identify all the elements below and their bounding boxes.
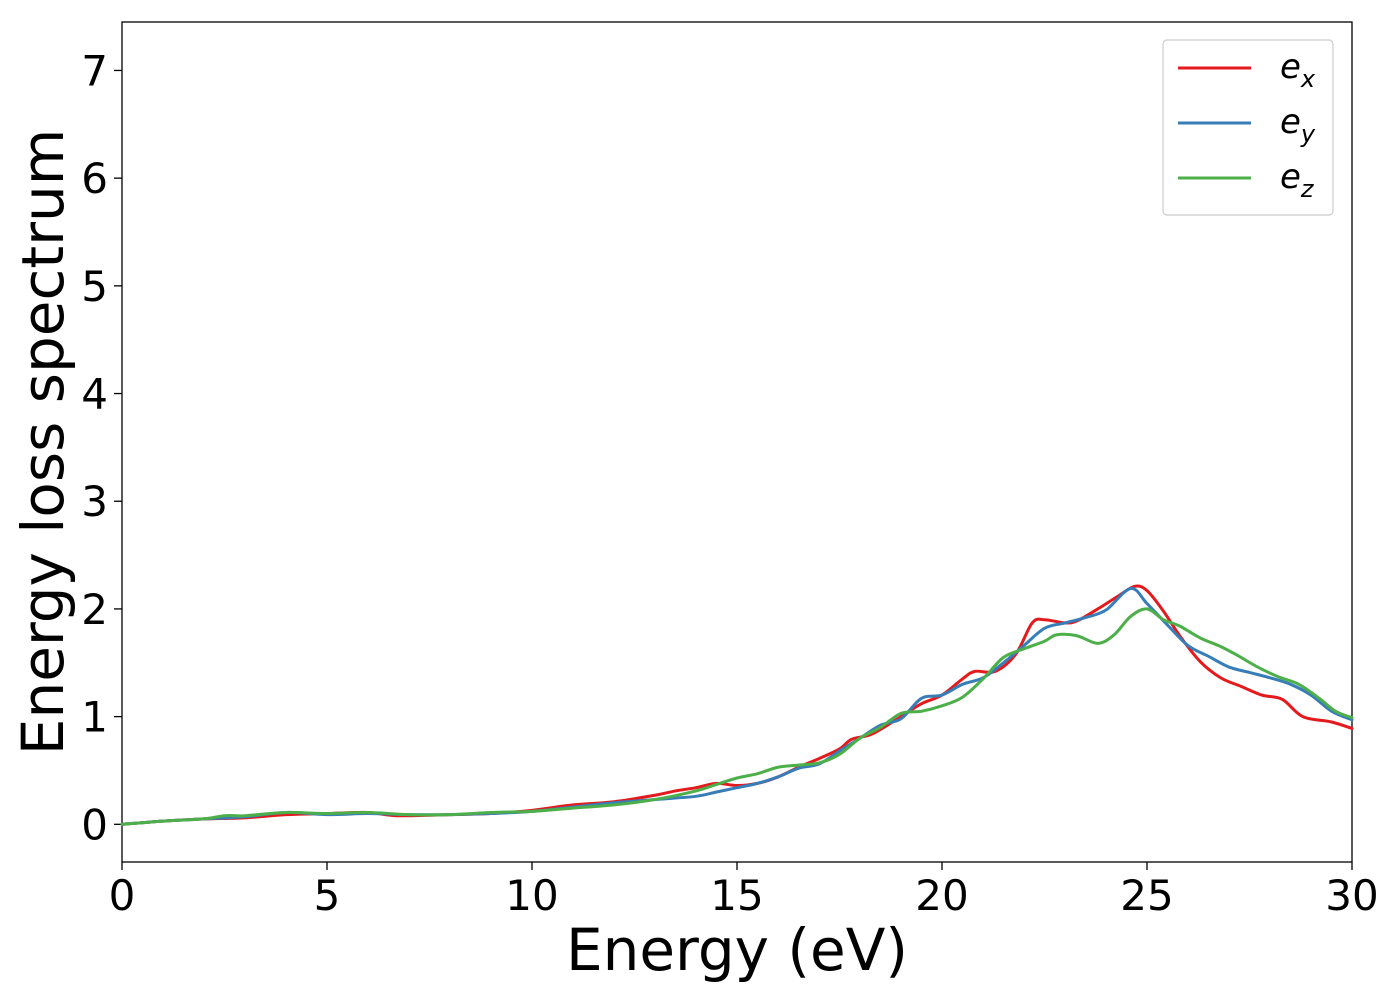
y-tick-label: 5 — [81, 262, 108, 311]
legend-label-z: ez — [1280, 157, 1315, 203]
y-axis-ticks: 0 1 2 3 4 5 6 7 — [81, 46, 122, 849]
x-axis-ticks: 0 5 10 15 20 25 30 — [109, 862, 1379, 920]
legend-label-subscript: z — [1300, 175, 1315, 203]
legend-label-base: e — [1280, 102, 1301, 142]
y-tick-label: 1 — [81, 693, 108, 742]
legend-label-y: ey — [1280, 102, 1316, 148]
series-layer — [120, 584, 1354, 826]
x-tick-label: 25 — [1120, 871, 1173, 920]
legend-label-subscript: x — [1300, 65, 1316, 93]
x-tick-label: 5 — [314, 871, 341, 920]
x-tick-label: 10 — [505, 871, 558, 920]
x-tick-label: 20 — [915, 871, 968, 920]
x-tick-label: 30 — [1325, 871, 1378, 920]
y-axis-title: Energy loss spectrum — [9, 129, 77, 755]
y-tick-label: 4 — [81, 370, 108, 419]
legend-box — [1162, 39, 1334, 216]
legend-label-subscript: y — [1300, 120, 1316, 148]
x-tick-label: 15 — [710, 871, 763, 920]
series-line-y — [120, 586, 1354, 826]
x-tick-label: 0 — [109, 871, 136, 920]
y-tick-label: 3 — [81, 477, 108, 526]
legend-label-x: ex — [1280, 47, 1316, 93]
legend-label-base: e — [1280, 157, 1301, 197]
x-axis-title: Energy (eV) — [566, 916, 908, 984]
series-line-z — [120, 607, 1354, 826]
y-tick-label: 2 — [81, 585, 108, 634]
y-tick-label: 7 — [81, 46, 108, 95]
y-tick-label: 6 — [81, 154, 108, 203]
y-tick-label: 0 — [81, 800, 108, 849]
legend-label-base: e — [1280, 47, 1301, 87]
